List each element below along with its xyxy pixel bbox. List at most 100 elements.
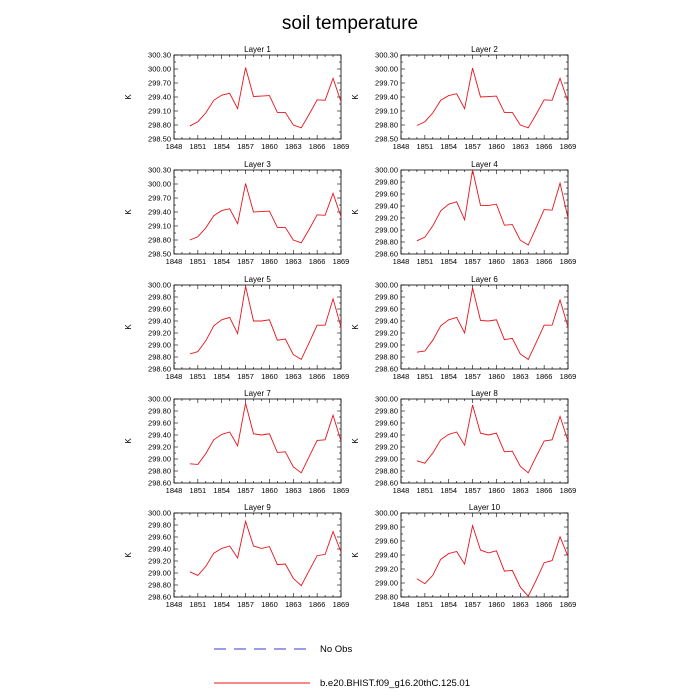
chart-title: soil temperature	[282, 13, 418, 34]
y-tick-label: 300.00	[375, 509, 398, 518]
x-tick-label: 1866	[536, 372, 553, 381]
y-tick-label: 298.80	[148, 467, 171, 476]
x-tick-label: 1866	[309, 486, 326, 495]
x-tick-label: 1848	[166, 486, 183, 495]
y-tick-label: 299.20	[148, 443, 171, 452]
y-tick-label: 299.60	[148, 305, 171, 314]
series-line-model	[189, 286, 342, 361]
x-tick-label: 1866	[536, 142, 553, 151]
y-tick-label: 299.60	[375, 190, 398, 199]
x-tick-label: 1857	[464, 486, 481, 495]
x-tick-label: 1854	[440, 600, 457, 609]
panel-layer-8: Layer 8 1848 1851 1854 1857 1860 1863 1866 1869 2…	[351, 389, 576, 495]
y-tick-label: 299.00	[375, 226, 398, 235]
legend-label-model: b.e20.BHIST.f09_g16.20thC.125.01	[320, 678, 470, 689]
y-tick-label: 299.80	[375, 178, 398, 187]
y-axis-label: K	[351, 209, 360, 215]
x-tick-label: 1854	[213, 372, 230, 381]
y-axis-label: K	[124, 94, 133, 100]
y-tick-label: 298.80	[148, 236, 171, 245]
y-tick-label: 299.40	[148, 545, 171, 554]
y-tick-label: 299.10	[148, 107, 171, 116]
y-tick-label: 299.20	[375, 214, 398, 223]
x-tick-label: 1860	[488, 372, 505, 381]
y-tick-label: 299.20	[375, 329, 398, 338]
x-tick-label: 1860	[488, 486, 505, 495]
y-tick-label: 300.00	[148, 509, 171, 518]
y-axis-label: K	[351, 324, 360, 330]
legend-label-no-obs: No Obs	[320, 644, 352, 655]
x-tick-label: 1851	[417, 486, 434, 495]
panel-title: Layer 5	[244, 275, 271, 284]
panel-title: Layer 3	[244, 160, 271, 169]
panel-title: Layer 6	[471, 275, 498, 284]
y-tick-label: 298.50	[375, 135, 398, 144]
series-line-model	[416, 523, 569, 598]
x-tick-label: 1851	[417, 600, 434, 609]
series-line-model	[189, 183, 342, 244]
series-line-model	[416, 67, 569, 129]
y-tick-label: 298.60	[375, 479, 398, 488]
y-tick-label: 299.80	[148, 521, 171, 530]
x-tick-label: 1848	[393, 142, 410, 151]
y-tick-label: 299.80	[148, 293, 171, 302]
y-tick-label: 300.30	[375, 51, 398, 60]
x-tick-label: 1857	[237, 486, 254, 495]
panel-layer-7: Layer 7 1848 1851 1854 1857 1860 1863 1866 1869 2…	[124, 389, 349, 495]
x-tick-label: 1851	[417, 257, 434, 266]
y-tick-label: 300.00	[375, 65, 398, 74]
x-tick-label: 1866	[536, 600, 553, 609]
y-tick-label: 299.40	[375, 202, 398, 211]
y-tick-label: 299.00	[375, 341, 398, 350]
x-tick-label: 1848	[166, 257, 183, 266]
y-axis-label: K	[351, 94, 360, 100]
y-tick-label: 300.00	[148, 180, 171, 189]
x-tick-label: 1860	[488, 142, 505, 151]
x-tick-label: 1869	[560, 486, 577, 495]
x-tick-label: 1851	[190, 600, 207, 609]
y-tick-label: 299.70	[148, 79, 171, 88]
plot-frame	[173, 512, 342, 598]
x-tick-label: 1854	[213, 486, 230, 495]
y-tick-label: 299.80	[148, 407, 171, 416]
y-tick-label: 299.60	[148, 419, 171, 428]
y-tick-label: 300.00	[375, 281, 398, 290]
legend: No Obs b.e20.BHIST.f09_g16.20thC.125.01	[214, 644, 470, 689]
x-tick-label: 1863	[512, 372, 529, 381]
y-tick-label: 299.00	[148, 569, 171, 578]
x-tick-label: 1869	[560, 142, 577, 151]
x-tick-label: 1860	[261, 372, 278, 381]
x-tick-label: 1848	[393, 372, 410, 381]
panel-title: Layer 8	[471, 389, 498, 398]
x-tick-label: 1857	[464, 142, 481, 151]
y-tick-label: 299.60	[375, 419, 398, 428]
y-tick-label: 298.80	[375, 353, 398, 362]
x-tick-label: 1860	[488, 600, 505, 609]
y-tick-label: 299.40	[148, 317, 171, 326]
y-tick-label: 298.60	[148, 479, 171, 488]
x-tick-label: 1869	[560, 372, 577, 381]
series-line-model	[416, 169, 569, 246]
x-tick-label: 1860	[261, 600, 278, 609]
y-axis-label: K	[124, 209, 133, 215]
x-tick-label: 1866	[309, 372, 326, 381]
x-tick-label: 1848	[166, 372, 183, 381]
y-tick-label: 299.70	[148, 194, 171, 203]
x-tick-label: 1869	[560, 257, 577, 266]
x-tick-label: 1863	[285, 372, 302, 381]
y-tick-label: 298.60	[375, 365, 398, 374]
x-tick-label: 1851	[417, 142, 434, 151]
x-tick-label: 1854	[440, 486, 457, 495]
y-tick-label: 298.80	[148, 581, 171, 590]
y-tick-label: 298.80	[148, 353, 171, 362]
x-tick-label: 1869	[333, 142, 350, 151]
y-tick-label: 300.00	[148, 395, 171, 404]
y-tick-label: 299.40	[148, 431, 171, 440]
y-tick-label: 300.00	[375, 395, 398, 404]
y-axis-label: K	[351, 552, 360, 558]
y-tick-label: 298.50	[148, 250, 171, 259]
y-tick-label: 298.80	[375, 467, 398, 476]
plot-frame	[400, 512, 569, 598]
panel-title: Layer 2	[471, 45, 498, 54]
